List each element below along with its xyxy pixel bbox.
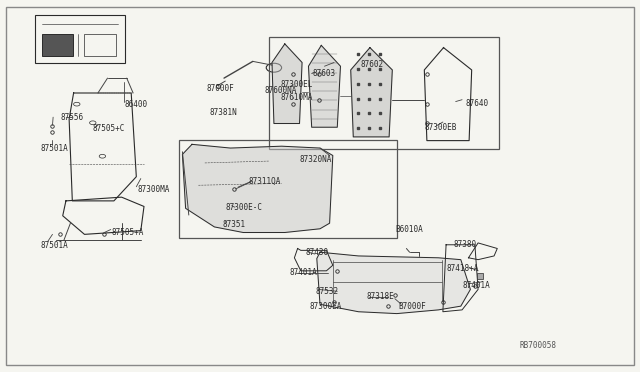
Text: 87501A: 87501A [40, 241, 68, 250]
Text: 87610MA: 87610MA [280, 93, 313, 102]
Bar [35, 15, 125, 63]
Text: 87300MA: 87300MA [138, 185, 170, 194]
Text: 86400: 86400 [125, 100, 148, 109]
Text: B7000F: B7000F [399, 302, 426, 311]
Text: 87300EA: 87300EA [309, 302, 342, 311]
Text: RB700058: RB700058 [520, 341, 557, 350]
Text: 87501A: 87501A [40, 144, 68, 153]
Bar [42, 34, 73, 56]
Text: 87556: 87556 [61, 113, 84, 122]
Text: 87505+A: 87505+A [112, 228, 145, 237]
Polygon shape [182, 144, 333, 232]
Text: 87603: 87603 [312, 69, 335, 78]
Polygon shape [272, 44, 302, 124]
Text: 87380: 87380 [453, 240, 476, 249]
Text: 87318E: 87318E [367, 292, 394, 301]
Bar [84, 34, 116, 56]
Polygon shape [308, 45, 340, 127]
Polygon shape [317, 252, 470, 314]
Text: 87381N: 87381N [210, 108, 237, 117]
Text: 87300EL: 87300EL [280, 80, 313, 89]
Text: 87505+C: 87505+C [93, 124, 125, 133]
Text: 87430: 87430 [306, 248, 329, 257]
Text: 87640: 87640 [466, 99, 489, 108]
Text: 87320NA: 87320NA [300, 155, 332, 164]
Bar [269, 37, 499, 149]
Text: 87300EB: 87300EB [424, 123, 457, 132]
Text: 87401A: 87401A [463, 281, 490, 290]
Bar [179, 140, 397, 238]
Text: 87300E-C: 87300E-C [226, 203, 263, 212]
Polygon shape [351, 48, 392, 137]
Text: 87311QA: 87311QA [248, 177, 281, 186]
Text: 87401A: 87401A [290, 268, 317, 277]
Text: 87418+A: 87418+A [447, 264, 479, 273]
Text: B6010A: B6010A [396, 225, 423, 234]
Text: 87602: 87602 [360, 60, 383, 69]
Text: 87600NA: 87600NA [264, 86, 297, 95]
Text: 87532: 87532 [316, 287, 339, 296]
Text: 87351: 87351 [223, 220, 246, 229]
Text: 87000F: 87000F [206, 84, 234, 93]
